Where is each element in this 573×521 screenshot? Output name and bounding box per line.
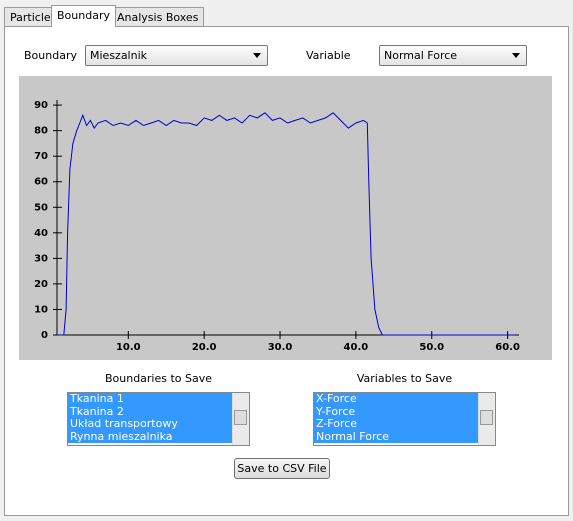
label: Variable <box>306 49 351 62</box>
scroll-thumb[interactable] <box>480 410 493 425</box>
list-item[interactable]: Normal Force <box>314 430 481 443</box>
y-tick-label: 70 <box>34 151 48 162</box>
x-tick-label: 30.0 <box>268 342 293 353</box>
x-tick-label: 50.0 <box>419 342 444 353</box>
y-tick-label: 50 <box>34 202 48 213</box>
tab[interactable]: Boundary <box>51 5 116 27</box>
scroll-thumb[interactable] <box>234 410 247 425</box>
y-tick-label: 20 <box>34 279 48 290</box>
dropdown[interactable]: Normal Force <box>379 45 527 66</box>
dropdown[interactable]: Mieszalnik <box>85 45 268 66</box>
list-header: Variables to Save <box>356 372 453 385</box>
listbox[interactable]: Tkanina 1 Tkanina 2 Układ transportowy Rynn… <box>67 392 250 446</box>
y-tick-label: 30 <box>34 253 48 264</box>
chart: 0 10 20 30 40 50 60 70 80 90 10.0 20.0 30.0 40.0 50.0 6… <box>19 76 552 360</box>
y-tick-label: 60 <box>34 177 48 188</box>
tab[interactable]: Analysis Boxes <box>111 7 205 26</box>
scrollbar[interactable] <box>478 393 495 445</box>
button[interactable]: Save to CSV File <box>234 458 330 479</box>
listbox[interactable]: X-Force Y-Force Z-Force Normal Force <box>313 392 496 446</box>
x-tick-label: 20.0 <box>192 342 217 353</box>
data-line <box>57 112 516 336</box>
y-tick-label: 10 <box>34 304 48 315</box>
list-item[interactable]: Układ transportowy <box>68 417 235 431</box>
label: Boundary <box>24 49 77 62</box>
y-tick-label: 80 <box>34 126 48 137</box>
list-item[interactable]: Y-Force <box>314 405 481 418</box>
list-item[interactable]: Z-Force <box>314 417 481 431</box>
y-tick-label: 90 <box>34 100 48 111</box>
list-item[interactable]: Tkanina 1 <box>68 392 235 406</box>
y-tick-label: 0 <box>41 330 48 341</box>
list-item[interactable]: Tkanina 2 <box>68 405 235 418</box>
list-item[interactable]: Rynna mieszalnika <box>68 430 235 443</box>
scrollbar[interactable] <box>232 393 249 445</box>
plot-background <box>19 76 552 360</box>
list-header: Boundaries to Save <box>104 372 213 385</box>
tab[interactable]: Particle <box>4 7 57 26</box>
x-tick-label: 40.0 <box>344 342 369 353</box>
x-tick-label: 10.0 <box>116 342 141 353</box>
y-tick-label: 40 <box>34 228 48 239</box>
list-item[interactable]: X-Force <box>314 392 481 406</box>
x-tick-label: 60.0 <box>495 342 520 353</box>
